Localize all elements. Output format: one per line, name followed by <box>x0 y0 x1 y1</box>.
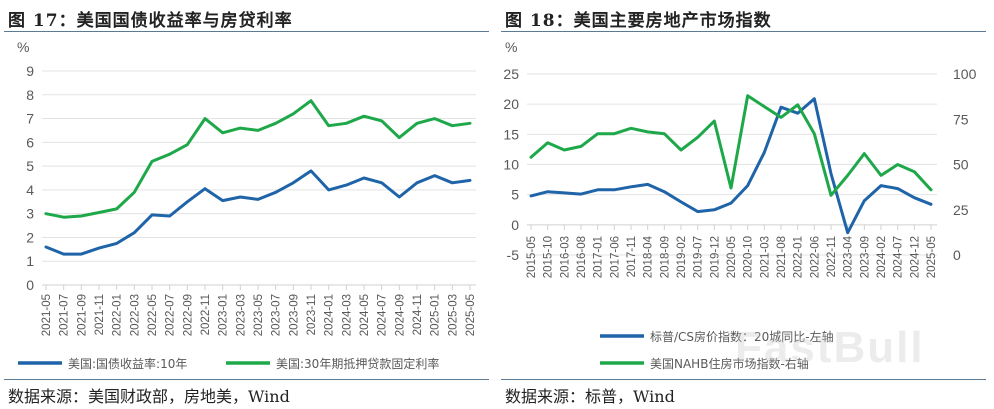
x-tick-label: 2021-07 <box>59 294 71 336</box>
y-tick-label: 4 <box>26 182 34 198</box>
x-tick-label: 2016-03 <box>559 236 571 278</box>
x-tick-label: 2023-05 <box>253 294 265 336</box>
y-tick-label: 0 <box>26 277 34 293</box>
x-tick-label: 2015-05 <box>526 236 538 278</box>
x-tick-label: 2022-06 <box>809 236 821 278</box>
x-tick-label: 2024-07 <box>377 294 389 336</box>
x-tick-label: 2021-05 <box>41 294 53 336</box>
x-tick-label: 2016-08 <box>576 236 588 278</box>
y2-tick-label: 0 <box>953 247 961 263</box>
y-tick-label: 10 <box>503 157 519 173</box>
x-tick-label: 2023-09 <box>288 294 300 336</box>
legend-label: 标普/CS房价指数：20城同比-左轴 <box>650 329 834 344</box>
series-line-0 <box>44 169 472 256</box>
x-tick-label: 2018-09 <box>659 236 671 278</box>
x-tick-label: 2023-03 <box>235 294 247 336</box>
y-axis-unit: % <box>17 39 29 55</box>
x-tick-label: 2022-11 <box>200 294 212 335</box>
x-tick-label: 2024-03 <box>341 294 353 336</box>
title-divider <box>4 31 489 32</box>
y-tick-label: 5 <box>511 187 519 203</box>
y-tick-label: -5 <box>507 247 520 263</box>
x-tick-label: 2025-05 <box>465 294 477 336</box>
x-tick-label: 2019-07 <box>693 236 705 278</box>
x-tick-label: 2017-11 <box>626 236 638 277</box>
x-tick-label: 2024-11 <box>412 294 424 335</box>
y-tick-label: 5 <box>26 158 34 174</box>
x-tick-label: 2024-05 <box>359 294 371 336</box>
y-tick-label: 2 <box>26 229 34 245</box>
x-tick-label: 2025-05 <box>926 236 938 278</box>
chart-panel-treasury-mortgage: 图 17：美国国债收益率与房贷利率 % 0 1 2 3 4 5 6 7 8 9 2021-05 2021… <box>4 11 489 406</box>
x-tick-label: 2022-07 <box>165 294 177 336</box>
x-tick-label: 2020-05 <box>726 236 738 278</box>
y-tick-label: 6 <box>26 134 34 150</box>
x-tick-label: 2024-07 <box>893 236 905 278</box>
y-tick-label: 20 <box>503 96 519 112</box>
title-divider <box>501 31 986 32</box>
y-axis-unit: % <box>505 39 517 55</box>
y-tick-label: 25 <box>503 66 519 82</box>
y-tick-label: 9 <box>26 63 34 79</box>
x-tick-label: 2022-05 <box>147 294 159 336</box>
x-tick-label: 2021-09 <box>76 294 88 336</box>
x-tick-label: 2015-10 <box>543 236 555 278</box>
source-divider <box>501 379 986 380</box>
line-chart-treasury-mortgage: % 0 1 2 3 4 5 6 7 8 9 2021-05 2021-07 2021-09 2021-11 2… <box>17 39 477 371</box>
series-line-0 <box>529 97 933 235</box>
y-tick-label: 0 <box>511 217 519 233</box>
y2-tick-label: 75 <box>953 111 969 127</box>
x-tick-label: 2025-01 <box>430 294 442 336</box>
x-tick-label: 2022-01 <box>793 236 805 278</box>
series-line-1 <box>44 99 472 219</box>
x-tick-label: 2021-03 <box>759 236 771 278</box>
legend-label: 美国:国债收益率:10年 <box>68 356 187 371</box>
x-tick-label: 2019-02 <box>676 236 688 278</box>
x-tick-label: 2024-02 <box>876 236 888 278</box>
x-tick-label: 2019-12 <box>709 236 721 278</box>
chart-panel-housing-indices: 图 18：美国主要房地产市场指数 % -5 0 5 10 15 20 25 0 25 50 75 100… <box>497 0 994 409</box>
x-tick-label: 2023-11 <box>306 294 318 335</box>
series-line-1 <box>529 94 933 197</box>
data-source: 数据来源：美国财政部，房地美，Wind <box>8 387 290 406</box>
chart-title: 图 18：美国主要房地产市场指数 <box>505 11 772 31</box>
y-tick-label: 7 <box>26 111 34 127</box>
x-tick-label: 2018-04 <box>643 235 655 278</box>
x-tick-label: 2017-01 <box>593 236 605 278</box>
x-tick-label: 2017-06 <box>609 236 621 278</box>
source-divider <box>4 379 489 380</box>
y-tick-label: 3 <box>26 206 34 222</box>
y-tick-label: 8 <box>26 87 34 103</box>
data-source: 数据来源：标普，Wind <box>505 387 675 406</box>
x-tick-label: 2024-12 <box>909 236 921 278</box>
x-tick-label: 2021-08 <box>776 236 788 278</box>
x-tick-label: 2021-11 <box>94 294 106 335</box>
y-tick-label: 1 <box>26 253 34 269</box>
x-tick-label: 2025-03 <box>447 294 459 336</box>
legend-label: 美国NAHB住房市场指数-右轴 <box>650 356 809 371</box>
y2-tick-label: 50 <box>953 157 969 173</box>
x-tick-label: 2022-01 <box>112 294 124 336</box>
x-tick-label: 2022-03 <box>129 294 141 336</box>
x-tick-label: 2023-04 <box>843 235 855 278</box>
x-tick-label: 2023-01 <box>218 294 230 336</box>
chart-title: 图 17：美国国债收益率与房贷利率 <box>8 11 293 31</box>
watermark: FastBull <box>735 323 925 372</box>
x-tick-label: 2022-09 <box>182 294 194 336</box>
y-tick-label: 15 <box>503 126 519 142</box>
x-tick-label: 2023-09 <box>859 236 871 278</box>
x-tick-label: 2023-07 <box>271 294 283 336</box>
x-tick-label: 2024-09 <box>394 294 406 336</box>
y2-tick-label: 100 <box>953 66 977 82</box>
line-chart-housing-indices: % -5 0 5 10 15 20 25 0 25 50 75 100 2015-05 2015-10 201… <box>503 39 977 371</box>
y2-tick-label: 25 <box>953 202 969 218</box>
x-tick-label: 2020-10 <box>743 236 755 278</box>
x-tick-label: 2024-01 <box>324 294 336 336</box>
x-tick-label: 2022-11 <box>826 236 838 277</box>
legend-label: 美国:30年期抵押贷款固定利率 <box>276 356 439 371</box>
